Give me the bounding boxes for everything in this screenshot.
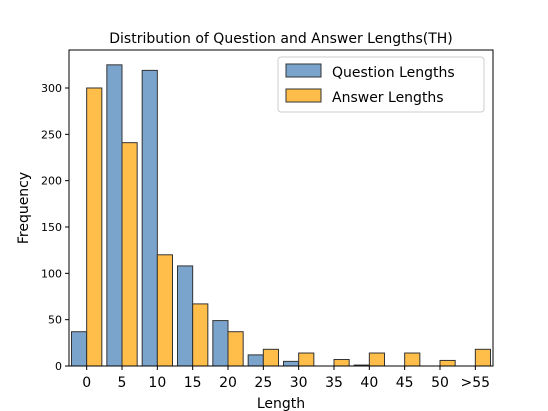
bar-answer-7 bbox=[333, 359, 350, 367]
bar-answer-10 bbox=[439, 359, 456, 367]
bar-question-1 bbox=[106, 64, 123, 367]
x-tick-label: >55 bbox=[461, 375, 491, 391]
legend-swatch-answer-lengths bbox=[285, 88, 322, 103]
x-tick-label: 40 bbox=[360, 375, 378, 391]
y-tick-label: 200 bbox=[41, 175, 62, 188]
bar-answer-9 bbox=[404, 352, 421, 367]
bar-answer-1 bbox=[121, 142, 138, 367]
x-tick-label: 35 bbox=[325, 375, 343, 391]
legend: Question Lengths Answer Lengths bbox=[277, 56, 485, 113]
x-axis-ticks: 0 5 10 15 20 25 30 35 40 45 50 >55 bbox=[82, 366, 490, 391]
x-tick-label: 45 bbox=[396, 375, 414, 391]
bar-question-2 bbox=[141, 69, 158, 367]
bar-answer-6 bbox=[298, 352, 315, 367]
x-tick-label: 20 bbox=[219, 375, 237, 391]
bar-question-5 bbox=[247, 354, 264, 367]
x-tick-label: 25 bbox=[254, 375, 272, 391]
plot-frame bbox=[68, 49, 494, 367]
legend-swatch-question-lengths bbox=[285, 63, 322, 78]
x-tick-label: 0 bbox=[82, 375, 91, 391]
x-tick-label: 30 bbox=[290, 375, 308, 391]
legend-label-question-lengths: Question Lengths bbox=[332, 65, 455, 81]
legend-frame bbox=[277, 56, 485, 113]
y-axis-ticks: 0 50 100 150 200 250 300 bbox=[41, 82, 69, 373]
bar-question-4 bbox=[212, 320, 229, 367]
bar-answer-3 bbox=[192, 303, 209, 367]
bar-question-6 bbox=[283, 360, 300, 367]
x-axis-label: Length bbox=[257, 396, 305, 411]
bar-answer-4 bbox=[227, 331, 244, 367]
bar-answer-11 bbox=[474, 348, 491, 367]
legend-label-answer-lengths: Answer Lengths bbox=[332, 90, 444, 106]
x-tick-label: 15 bbox=[184, 375, 202, 391]
y-tick-label: 100 bbox=[41, 267, 62, 280]
y-axis-label: Frequency bbox=[16, 172, 32, 244]
bar-question-0 bbox=[71, 331, 88, 367]
x-tick-label: 10 bbox=[148, 375, 166, 391]
y-tick-label: 150 bbox=[41, 221, 62, 234]
bars bbox=[71, 64, 491, 367]
bar-answer-5 bbox=[262, 348, 279, 367]
chart-title: Distribution of Question and Answer Leng… bbox=[109, 31, 453, 47]
bar-answer-2 bbox=[156, 254, 174, 367]
x-tick-label: 50 bbox=[431, 375, 449, 391]
x-tick-label: 5 bbox=[118, 375, 127, 391]
bar-question-3 bbox=[177, 265, 194, 367]
bar-answer-0 bbox=[86, 87, 103, 367]
bar-answer-8 bbox=[368, 352, 385, 367]
y-tick-label: 300 bbox=[41, 82, 62, 95]
y-tick-label: 0 bbox=[55, 360, 62, 373]
y-tick-label: 50 bbox=[48, 314, 62, 327]
y-tick-label: 250 bbox=[41, 128, 62, 141]
